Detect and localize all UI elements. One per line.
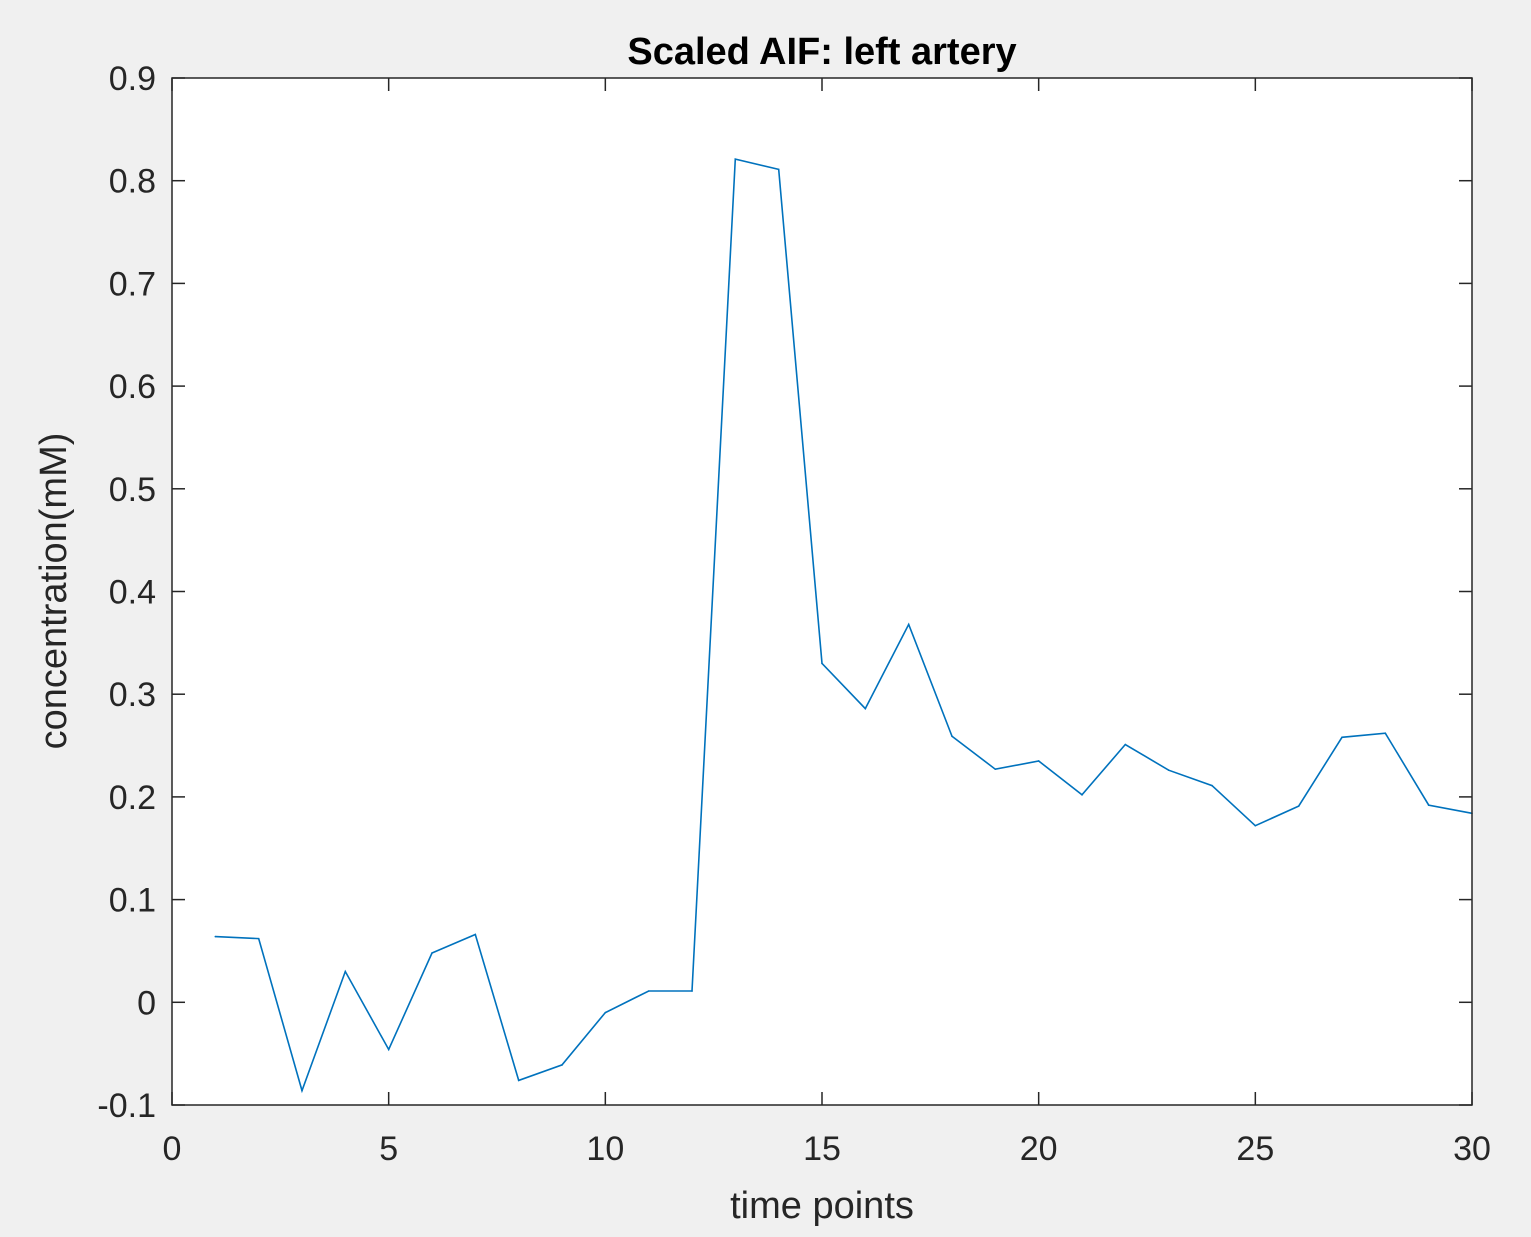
data-point — [517, 1079, 520, 1082]
y-tick-label: 0.1 — [109, 882, 156, 920]
plot-area — [172, 78, 1472, 1105]
data-point — [777, 168, 780, 171]
data-point — [387, 1048, 390, 1051]
data-point — [1124, 743, 1127, 746]
data-point — [1167, 769, 1170, 771]
data-point — [1081, 794, 1083, 796]
data-point — [1341, 736, 1343, 739]
data-point — [344, 970, 347, 973]
data-point — [1427, 804, 1430, 806]
y-tick-label: 0.9 — [109, 60, 156, 98]
data-point — [561, 1064, 563, 1066]
y-tick-label: -0.1 — [97, 1087, 156, 1125]
data-point — [821, 662, 823, 665]
data-point — [734, 158, 737, 160]
axes-box — [171, 77, 1473, 1106]
data-point — [1037, 760, 1040, 762]
data-point — [691, 990, 693, 992]
y-tick-label: 0 — [137, 984, 156, 1022]
x-tick-label: 25 — [1236, 1130, 1274, 1168]
x-tick-label: 20 — [1020, 1130, 1058, 1168]
x-tick-label: 5 — [379, 1130, 398, 1168]
data-point — [1297, 805, 1300, 807]
data-point — [214, 935, 217, 938]
ticks-layer — [171, 77, 1473, 1106]
x-axis-title: time points — [730, 1185, 914, 1227]
data-point — [257, 937, 260, 940]
x-tick-label: 0 — [163, 1130, 182, 1168]
data-point — [1211, 784, 1213, 787]
series-line — [215, 158, 1473, 1094]
y-tick-label: 0.4 — [109, 574, 156, 612]
data-point — [604, 1011, 607, 1014]
data-point — [994, 768, 997, 770]
x-tick-label: 15 — [803, 1130, 841, 1168]
tick-labels-layer: 0 5 10 15 20 25 30-0.100.10.20.30.40.50.60.70.… — [97, 60, 1491, 1168]
y-tick-label: 0.8 — [109, 163, 156, 201]
chart-title: Scaled AIF: left artery — [627, 31, 1016, 73]
y-tick-label: 0.7 — [109, 265, 156, 303]
data-point — [647, 990, 650, 992]
y-tick-label: 0.5 — [109, 471, 156, 509]
y-tick-label: 0.3 — [109, 676, 156, 714]
data-point — [907, 623, 910, 626]
y-tick-label: 0.6 — [109, 368, 156, 406]
x-tick-label: 30 — [1453, 1130, 1491, 1168]
data-point — [474, 933, 477, 936]
x-tick-label: 10 — [586, 1130, 624, 1168]
data-point — [951, 735, 953, 738]
y-axis-title: concentration(mM) — [33, 433, 75, 750]
data-point — [431, 952, 433, 954]
series-layer — [214, 158, 1473, 1094]
data-point — [1254, 824, 1257, 827]
data-point — [1384, 732, 1387, 735]
data-point — [864, 707, 867, 710]
y-tick-label: 0.2 — [109, 779, 156, 817]
data-point — [301, 1089, 303, 1092]
